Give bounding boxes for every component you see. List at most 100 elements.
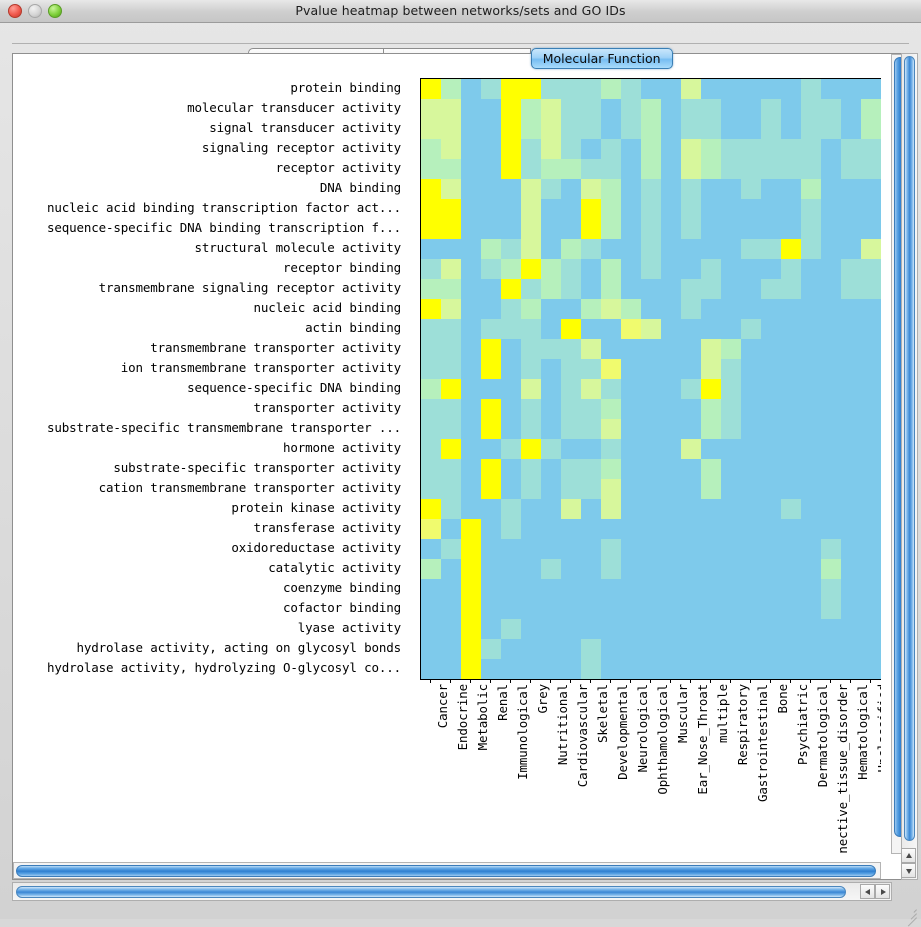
heatmap-cell[interactable] <box>721 479 741 499</box>
heatmap-cell[interactable] <box>421 579 441 599</box>
heatmap-cell[interactable] <box>581 339 601 359</box>
heatmap-cell[interactable] <box>441 139 461 159</box>
heatmap-cell[interactable] <box>681 559 701 579</box>
heatmap-cell[interactable] <box>521 299 541 319</box>
heatmap-cell[interactable] <box>421 299 441 319</box>
heatmap-cell[interactable] <box>801 339 821 359</box>
heatmap-cell[interactable] <box>461 299 481 319</box>
heatmap-cell[interactable] <box>741 279 761 299</box>
heatmap-cell[interactable] <box>761 579 781 599</box>
heatmap-cell[interactable] <box>701 219 721 239</box>
heatmap-cell[interactable] <box>741 259 761 279</box>
heatmap-cell[interactable] <box>781 499 801 519</box>
heatmap-cell[interactable] <box>861 559 881 579</box>
heatmap-cell[interactable] <box>441 459 461 479</box>
heatmap-cell[interactable] <box>601 319 621 339</box>
heatmap-cell[interactable] <box>821 499 841 519</box>
heatmap-cell[interactable] <box>581 159 601 179</box>
heatmap-cell[interactable] <box>601 619 621 639</box>
heatmap-cell[interactable] <box>801 439 821 459</box>
heatmap-cell[interactable] <box>441 499 461 519</box>
heatmap-cell[interactable] <box>821 79 841 99</box>
heatmap-cell[interactable] <box>461 639 481 659</box>
heatmap-cell[interactable] <box>841 339 861 359</box>
heatmap-cell[interactable] <box>761 339 781 359</box>
heatmap-cell[interactable] <box>661 399 681 419</box>
heatmap-cell[interactable] <box>601 139 621 159</box>
heatmap-cell[interactable] <box>461 339 481 359</box>
heatmap-cell[interactable] <box>621 479 641 499</box>
heatmap-cell[interactable] <box>801 99 821 119</box>
heatmap-cell[interactable] <box>421 499 441 519</box>
heatmap-cell[interactable] <box>581 399 601 419</box>
heatmap-cell[interactable] <box>681 99 701 119</box>
heatmap-cell[interactable] <box>801 279 821 299</box>
heatmap-cell[interactable] <box>801 479 821 499</box>
heatmap-cell[interactable] <box>821 639 841 659</box>
heatmap-cell[interactable] <box>421 419 441 439</box>
heatmap-cell[interactable] <box>521 479 541 499</box>
heatmap-cell[interactable] <box>561 299 581 319</box>
heatmap-cell[interactable] <box>421 559 441 579</box>
heatmap-cell[interactable] <box>581 319 601 339</box>
heatmap-cell[interactable] <box>541 299 561 319</box>
heatmap-cell[interactable] <box>721 399 741 419</box>
heatmap-cell[interactable] <box>581 479 601 499</box>
heatmap-cell[interactable] <box>741 199 761 219</box>
heatmap-cell[interactable] <box>521 399 541 419</box>
heatmap-cell[interactable] <box>821 199 841 219</box>
heatmap-cell[interactable] <box>601 499 621 519</box>
heatmap-cell[interactable] <box>421 399 441 419</box>
heatmap-cell[interactable] <box>581 599 601 619</box>
heatmap-cell[interactable] <box>541 79 561 99</box>
heatmap-cell[interactable] <box>501 519 521 539</box>
heatmap-cell[interactable] <box>861 479 881 499</box>
heatmap-cell[interactable] <box>741 479 761 499</box>
resize-grip-icon[interactable] <box>904 904 918 927</box>
heatmap-cell[interactable] <box>841 299 861 319</box>
heatmap-cell[interactable] <box>701 419 721 439</box>
heatmap-cell[interactable] <box>721 599 741 619</box>
heatmap-cell[interactable] <box>821 519 841 539</box>
heatmap-cell[interactable] <box>661 279 681 299</box>
heatmap-cell[interactable] <box>641 199 661 219</box>
heatmap-cell[interactable] <box>441 199 461 219</box>
heatmap-cell[interactable] <box>601 479 621 499</box>
heatmap-cell[interactable] <box>681 119 701 139</box>
heatmap-cell[interactable] <box>841 359 861 379</box>
heatmap-cell[interactable] <box>741 459 761 479</box>
heatmap-cell[interactable] <box>741 119 761 139</box>
heatmap-cell[interactable] <box>541 379 561 399</box>
heatmap-cell[interactable] <box>741 379 761 399</box>
heatmap-cell[interactable] <box>781 139 801 159</box>
zoom-button[interactable] <box>48 4 62 18</box>
heatmap-cell[interactable] <box>781 99 801 119</box>
heatmap-cell[interactable] <box>501 99 521 119</box>
close-button[interactable] <box>8 4 22 18</box>
heatmap-cell[interactable] <box>841 379 861 399</box>
heatmap-cell[interactable] <box>701 159 721 179</box>
heatmap-cell[interactable] <box>661 199 681 219</box>
inner-horizontal-scrollbar-thumb[interactable] <box>16 865 876 877</box>
heatmap-cell[interactable] <box>781 319 801 339</box>
heatmap-cell[interactable] <box>761 499 781 519</box>
heatmap-cell[interactable] <box>521 99 541 119</box>
heatmap-cell[interactable] <box>421 219 441 239</box>
heatmap-cell[interactable] <box>441 439 461 459</box>
heatmap-cell[interactable] <box>701 399 721 419</box>
heatmap-cell[interactable] <box>861 419 881 439</box>
heatmap-cell[interactable] <box>561 259 581 279</box>
heatmap-cell[interactable] <box>621 339 641 359</box>
heatmap-cell[interactable] <box>501 139 521 159</box>
heatmap-cell[interactable] <box>601 559 621 579</box>
heatmap-cell[interactable] <box>621 579 641 599</box>
heatmap-cell[interactable] <box>761 619 781 639</box>
heatmap-cell[interactable] <box>661 539 681 559</box>
heatmap-cell[interactable] <box>501 159 521 179</box>
heatmap-cell[interactable] <box>561 179 581 199</box>
heatmap-cell[interactable] <box>541 459 561 479</box>
heatmap-cell[interactable] <box>701 519 721 539</box>
heatmap-cell[interactable] <box>801 379 821 399</box>
heatmap-cell[interactable] <box>461 599 481 619</box>
heatmap-cell[interactable] <box>681 499 701 519</box>
